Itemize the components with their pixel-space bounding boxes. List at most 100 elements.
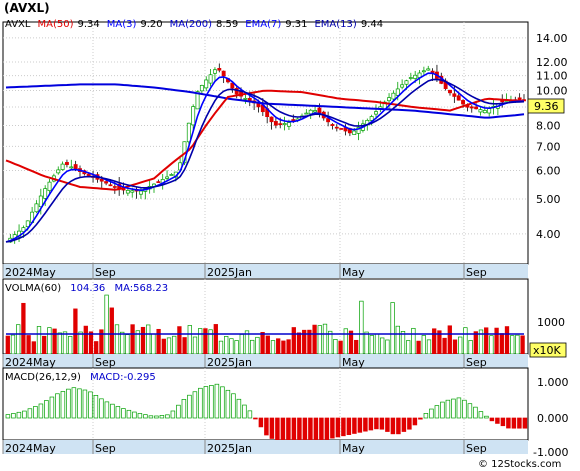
x-tick-label: 2024May [5, 356, 56, 369]
candle-body [165, 176, 170, 179]
volume-bar [10, 334, 16, 355]
volume-bar [125, 334, 130, 355]
volume-bar [78, 331, 83, 355]
candle-body [448, 89, 452, 94]
candle-body [64, 162, 69, 165]
candle-body [38, 195, 43, 208]
macd-bar [247, 410, 253, 419]
volume-unit-box [529, 342, 567, 358]
macd-bar [110, 403, 115, 419]
macd-bar [154, 415, 159, 419]
candle-body [60, 163, 65, 170]
macd-bar [500, 417, 506, 427]
price-y-tick: 6.00 [536, 164, 561, 177]
x-tick-label: Sep [466, 442, 487, 455]
macd-bar [214, 383, 220, 419]
volume-bar [354, 339, 359, 355]
candle-body [400, 84, 405, 88]
volume-bar [333, 339, 338, 355]
candle-body [112, 186, 117, 188]
volume-bar [16, 324, 21, 355]
volume-bar [36, 326, 42, 355]
macd-bar [484, 415, 489, 419]
volume-legend-value: 104.36 [70, 283, 105, 294]
volume-bar [312, 324, 317, 355]
macd-bar [390, 417, 396, 435]
legend-item-label: MA(200) [170, 19, 212, 30]
legend-item-label: AVXL [5, 19, 31, 30]
macd-bar [253, 417, 258, 420]
candle-body [47, 181, 52, 191]
price-y-tick: 4.00 [536, 228, 561, 241]
volume-bar [359, 300, 364, 355]
macd-bar [77, 388, 82, 419]
candle-body [269, 116, 274, 123]
macd-y-tick-neg1: -1.000 [533, 446, 568, 459]
legend-item-value: 9.31 [285, 19, 307, 30]
macd-bar [489, 417, 495, 422]
macd-bar [473, 406, 478, 419]
candle-body [421, 70, 426, 73]
legend-item-value: 9.44 [361, 19, 383, 30]
macd-bar [16, 411, 22, 419]
volume-bar [26, 335, 31, 355]
ema7-line [5, 72, 525, 243]
candle-body [308, 109, 313, 115]
volume-bar [468, 340, 473, 355]
candle-body [217, 68, 222, 71]
volume-bar [224, 336, 229, 355]
candle-body [326, 118, 331, 123]
macd-bar [209, 385, 214, 419]
legend-item-value: 9.20 [140, 19, 162, 30]
macd-x-axis: 2024May Sep 2025Jan May Sep [2, 440, 487, 455]
price-x-axis: 2024May Sep 2025Jan May Sep [2, 264, 487, 279]
price-y-tick: 11.00 [536, 70, 568, 83]
macd-bar [456, 397, 462, 419]
candle-body [339, 128, 344, 130]
volume-bar [88, 331, 94, 355]
volume-bar [156, 328, 161, 355]
candle-body [99, 178, 104, 182]
volume-bar [380, 337, 385, 355]
macd-bar [330, 417, 335, 439]
candle-body [474, 106, 479, 110]
candle-body [221, 70, 226, 77]
x-tick-label: 2025Jan [207, 266, 252, 279]
macd-bar [66, 388, 71, 419]
x-tick-label: 2024May [5, 442, 56, 455]
price-legend: AVXL MA(50) 9.34 MA(3) 9.20 MA(200) 8.59 EMA(7)… [5, 19, 383, 30]
volume-bar [338, 340, 343, 355]
candle-body [478, 109, 483, 113]
candle-body [195, 91, 200, 110]
macd-bar [319, 417, 324, 443]
volume-bar [452, 339, 458, 355]
volume-bar [510, 335, 515, 355]
price-y-tick: 12.00 [536, 56, 568, 69]
macd-bar [346, 417, 352, 435]
volume-bar [239, 334, 244, 355]
macd-bar [412, 417, 418, 426]
macd-bar [176, 404, 181, 419]
price-series [5, 63, 526, 244]
volume-bar [364, 331, 369, 355]
volume-bar [520, 335, 525, 355]
candle-body [387, 97, 392, 102]
macd-bar [27, 408, 33, 419]
volume-bar [130, 324, 135, 355]
macd-bar [269, 417, 275, 439]
x-tick-label: 2025Jan [207, 356, 252, 369]
candle-body [69, 166, 74, 169]
macd-legend-name: MACD(26,12,9) [5, 372, 81, 383]
macd-bar [126, 409, 132, 419]
macd-bar [148, 415, 154, 419]
macd-y-tick-0: 0.000 [537, 412, 569, 425]
candle-body [138, 190, 143, 195]
volume-bar [31, 341, 36, 355]
macd-bar [165, 414, 170, 419]
volume-bar [390, 302, 395, 355]
macd-legend: MACD(26,12,9) MACD:-0.295 [5, 372, 156, 383]
macd-x-band [3, 440, 528, 454]
macd-bar [99, 398, 104, 419]
candle-body [456, 95, 461, 101]
macd-bar [242, 404, 247, 419]
